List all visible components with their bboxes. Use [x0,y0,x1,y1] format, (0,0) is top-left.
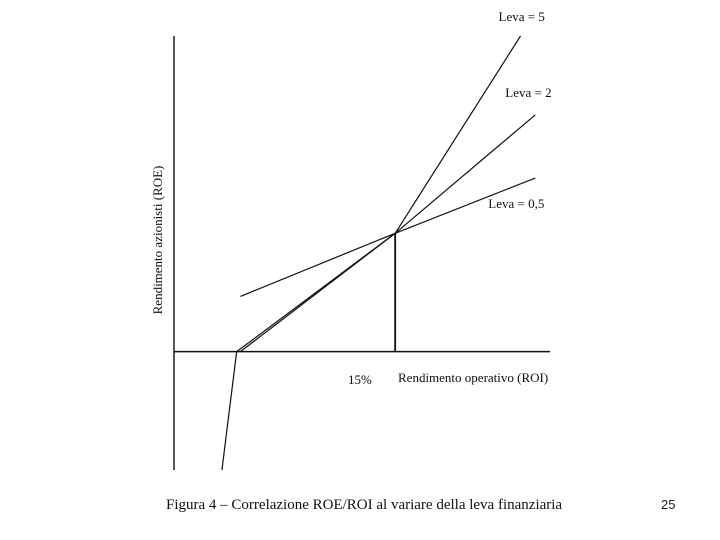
chart-canvas: Leva = 5 Leva = 2 Leva = 0,5 Rendimento az… [150,9,552,471]
series-label-leva-2: Leva = 2 [505,85,551,100]
series-layer: Leva = 5 Leva = 2 Leva = 0,5 [221,9,552,471]
series-line-leva-0-5 [240,177,536,297]
series-line-leva-5 [236,35,522,353]
page-number: 25 [661,497,676,512]
x-axis-label: Rendimento operativo (ROI) [398,370,548,385]
y-axis-label: Rendimento azionisti (ROE) [150,166,165,315]
series-line-negative-segment [221,351,238,471]
series-label-leva-0-5: Leva = 0,5 [488,196,544,211]
series-label-leva-5: Leva = 5 [499,9,545,24]
figure-caption: Figura 4 – Correlazione ROE/ROI al varia… [166,497,563,513]
x-marker-label: 15% [348,372,372,387]
